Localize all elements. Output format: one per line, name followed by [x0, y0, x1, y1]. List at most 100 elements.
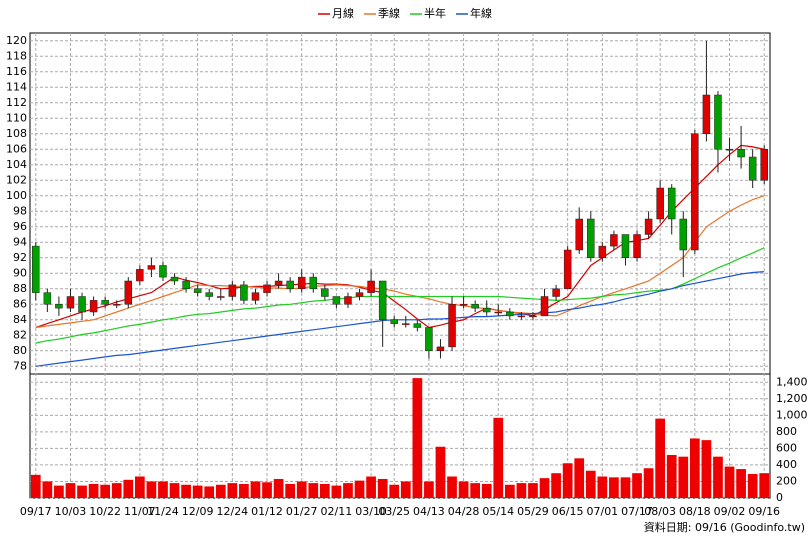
volume-bar: [597, 476, 608, 498]
candle-body: [748, 156, 757, 181]
volume-bar: [470, 483, 481, 498]
volume-bar: [227, 483, 238, 498]
y-tick-label: 112: [6, 96, 27, 109]
candle-body: [355, 292, 364, 297]
x-tick-label: 11/24: [147, 505, 179, 518]
candle-body: [390, 319, 398, 324]
x-tick-label: 02/11: [321, 505, 353, 518]
candle-body: [136, 269, 144, 282]
candle-body: [552, 288, 560, 297]
candle-body: [402, 323, 410, 325]
candle-body: [610, 234, 618, 247]
ma-line: [35, 195, 765, 329]
volume-bar: [77, 485, 87, 498]
x-tick-label: 05/29: [517, 505, 549, 518]
volume-bar: [158, 481, 168, 498]
volume-bar: [204, 486, 215, 498]
volume-bar: [632, 473, 642, 498]
x-tick-label: 05/14: [482, 505, 514, 518]
candle-body: [563, 249, 572, 289]
candle-body: [598, 245, 607, 258]
candle-body: [309, 276, 318, 289]
candle-body: [170, 276, 179, 282]
y-tick-label: 118: [6, 49, 27, 62]
volume-bar: [262, 482, 272, 498]
candle-body: [263, 284, 271, 293]
volume-bar: [504, 484, 515, 498]
candle-body: [737, 149, 745, 158]
volume-bar: [65, 483, 76, 498]
volume-bar: [42, 481, 53, 498]
candle-body: [425, 327, 433, 351]
volume-bar: [296, 481, 307, 498]
y-tick-label: 106: [6, 142, 27, 155]
volume-bar: [759, 473, 770, 498]
candle-body: [217, 296, 225, 298]
candle-body: [482, 307, 491, 313]
candle-body: [251, 292, 260, 301]
legend-label: 月線: [332, 6, 354, 20]
volume-bar: [273, 478, 284, 498]
candle-body: [459, 304, 468, 306]
x-tick-label: 01/27: [286, 505, 318, 518]
x-tick-label: 08/18: [679, 505, 711, 518]
volume-bar: [181, 484, 191, 498]
candle-body: [274, 280, 283, 286]
volume-bar: [192, 485, 203, 498]
volume-bar: [643, 468, 654, 498]
x-tick-label: 10/03: [55, 505, 87, 518]
candle-body: [159, 265, 167, 278]
candle-body: [667, 187, 676, 220]
candle-body: [575, 218, 583, 251]
y-tick-label: 102: [6, 173, 27, 186]
candle-body: [101, 300, 109, 305]
volume-bar: [689, 438, 700, 498]
candle-body: [193, 288, 202, 293]
candle-body: [725, 149, 734, 151]
volume-bar: [169, 483, 180, 498]
candle-body: [344, 296, 352, 305]
x-tick-label: 10/22: [89, 505, 121, 518]
volume-bar: [377, 478, 388, 498]
volume-bar: [562, 463, 573, 498]
candle-body: [78, 296, 86, 313]
y-tick-label: 120: [6, 34, 27, 47]
volume-bar: [215, 484, 226, 498]
y-tick-label: 108: [6, 127, 27, 140]
volume-bar: [88, 483, 99, 498]
candle-body: [43, 292, 52, 305]
volume-bar: [146, 481, 157, 498]
candle-body: [702, 94, 711, 134]
candle-body: [494, 311, 503, 314]
x-tick-label: 03/25: [378, 505, 410, 518]
volume-bar: [100, 484, 111, 498]
volume-bar: [747, 474, 758, 498]
y-tick-label: 98: [13, 204, 27, 217]
volume-bar: [239, 483, 249, 498]
volume-bar: [435, 446, 446, 498]
candle-body: [656, 187, 664, 220]
candle-body: [621, 234, 630, 258]
volume-bar: [493, 417, 504, 498]
volume-bar: [319, 483, 330, 498]
candle-body: [367, 280, 375, 293]
y-tick-label: 114: [6, 80, 27, 93]
candle-body: [55, 304, 63, 309]
y-tick-label: 600: [776, 441, 797, 454]
volume-bar: [666, 455, 677, 498]
x-tick-label: 04/28: [448, 505, 480, 518]
candle-body: [297, 276, 306, 289]
y-tick-label: 90: [13, 266, 27, 279]
candle-body: [760, 149, 768, 181]
volume-bar: [713, 456, 723, 498]
volume-bar: [400, 481, 411, 498]
volume-bar: [250, 481, 261, 498]
volume-bar: [285, 483, 296, 498]
y-tick-label: 92: [13, 251, 27, 264]
y-tick-label: 104: [6, 158, 27, 171]
candle-body: [66, 296, 75, 309]
candle-body: [89, 300, 98, 313]
candle-body: [471, 304, 479, 309]
legend-label: 半年: [424, 6, 446, 20]
